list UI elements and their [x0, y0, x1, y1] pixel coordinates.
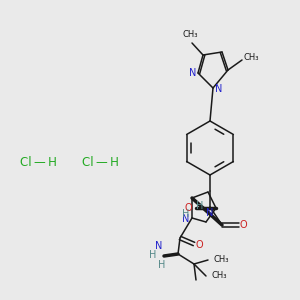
Text: CH₃: CH₃: [182, 30, 198, 39]
Text: N: N: [182, 214, 189, 224]
Text: O: O: [195, 240, 203, 250]
Text: H: H: [182, 209, 190, 219]
Text: H: H: [148, 250, 156, 260]
Text: CH₃: CH₃: [211, 272, 226, 280]
Text: N: N: [154, 241, 162, 251]
Text: CH₃: CH₃: [244, 53, 260, 62]
Text: H: H: [158, 260, 165, 270]
Text: H: H: [196, 201, 203, 211]
Text: CH₃: CH₃: [213, 254, 229, 263]
Text: O: O: [184, 203, 192, 213]
Text: O: O: [239, 220, 247, 230]
Text: N: N: [206, 208, 214, 218]
Text: Cl — H: Cl — H: [20, 155, 56, 169]
Text: Cl — H: Cl — H: [82, 155, 118, 169]
Text: N: N: [215, 84, 222, 94]
Text: N: N: [189, 68, 196, 78]
